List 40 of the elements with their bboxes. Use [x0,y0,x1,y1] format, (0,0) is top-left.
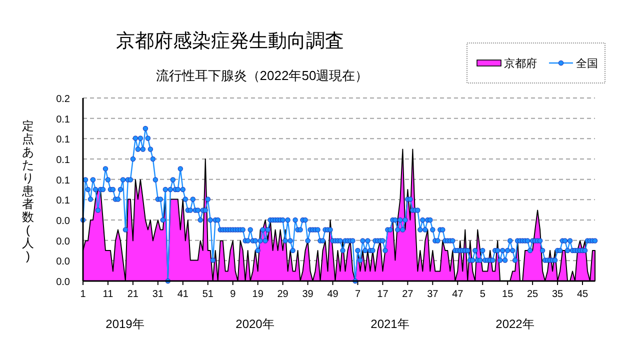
chart-subtitle: 流行性耳下腺炎（2022年50週現在） [156,68,368,83]
y-tick-label: 0.1 [56,196,70,207]
x-tick-label: 7 [354,289,361,300]
x-tick-label: 19 [252,289,264,300]
x-tick-label: 49 [327,289,339,300]
y-tick-label: 0.2 [56,94,70,105]
x-tick-label: 41 [177,289,189,300]
text: 2022年 [496,317,534,331]
y-tick-label: 0.0 [56,256,70,268]
x-tick-label: 37 [427,289,439,300]
x-tick-label: 27 [402,289,414,300]
x-tick-label: 15 [502,289,514,300]
x-tick-label: 51 [202,289,214,300]
x-tick-label: 35 [552,289,564,300]
x-tick-label: 45 [576,289,589,300]
text: 定点あたり患者数(人) [22,119,34,263]
y-tick-label: 0.1 [56,134,70,146]
text: 2020年 [236,317,274,331]
x-tick-label: 9 [230,289,236,300]
x-tick-label: 17 [377,289,389,300]
x-tick-label: 21 [127,289,139,300]
chart-title: 京都府感染症発生動向調査 [116,30,344,52]
y-tick-label: 0.0 [56,216,70,227]
x-tick-label: 39 [302,289,314,300]
x-tick-label: 31 [152,289,164,300]
x-tick-label: 47 [452,289,464,300]
text: 2021年 [370,317,410,331]
x-tick-label: 1 [80,289,86,300]
x-tick-label: 25 [527,289,539,300]
legend-label: 京都府 [504,57,537,70]
y-tick-label: 0.1 [56,114,70,126]
y-tick-label: 0.1 [56,155,70,166]
y-tick-label: 0.0 [56,277,70,288]
legend-label: 全国 [576,58,598,70]
y-tick-label: 0.1 [56,175,70,186]
y-tick-label: 0.0 [56,236,70,248]
text: 2019年 [106,317,144,331]
x-tick-label: 29 [277,289,289,300]
x-tick-label: 11 [102,289,114,300]
x-tick-label: 5 [480,289,486,300]
